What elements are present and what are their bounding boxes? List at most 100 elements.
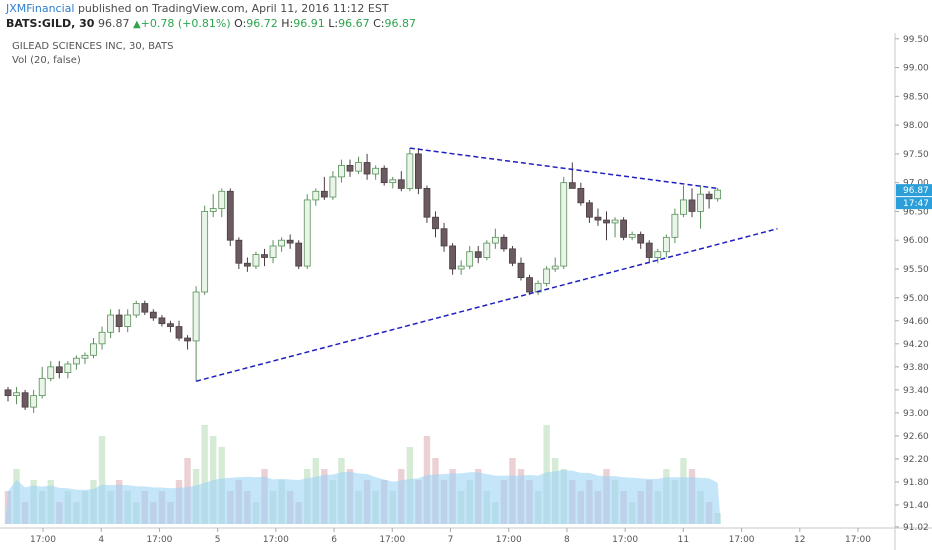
- candle-down: [235, 239, 243, 264]
- candle-down: [149, 311, 157, 319]
- candle-down: [320, 190, 328, 198]
- candle-down: [474, 251, 482, 258]
- countdown-badge: [896, 197, 932, 210]
- candle-down: [4, 389, 12, 397]
- close-label: C:: [373, 17, 385, 30]
- candle-down: [175, 326, 183, 339]
- candle-down: [705, 193, 713, 200]
- chart-frame[interactable]: 99.50 99.00 98.50 98.00 97.50 97.00 96.50 96.00…: [0, 33, 932, 550]
- y-tick-label: 93.80: [903, 363, 929, 373]
- candle-up: [671, 213, 679, 238]
- last-price-badge: [896, 184, 932, 197]
- candle-down: [261, 254, 268, 258]
- candle-down: [286, 239, 294, 244]
- x-tick-label: 7: [448, 535, 454, 545]
- y-tick-label: 94.60: [903, 317, 929, 327]
- candle-down: [115, 314, 123, 327]
- x-tick-label: 5: [215, 535, 221, 545]
- candle-up: [543, 268, 551, 284]
- candle-up: [64, 363, 72, 373]
- high-label: H:: [281, 17, 294, 30]
- x-tick-label: 4: [98, 535, 104, 545]
- candle-up: [338, 164, 345, 178]
- candle-down: [243, 262, 251, 267]
- candle-down: [688, 199, 696, 212]
- x-tick-label: 6: [331, 535, 337, 545]
- candle-down: [440, 228, 448, 247]
- candle-up: [466, 251, 474, 267]
- y-tick-label: 91.40: [903, 501, 929, 511]
- candle-up: [218, 190, 226, 209]
- y-tick-label: 97.50: [903, 150, 929, 160]
- candle-up: [628, 234, 636, 238]
- trendline-upper: [409, 147, 718, 190]
- candle-up: [90, 343, 97, 356]
- candle-down: [526, 277, 533, 293]
- low-label: L:: [328, 17, 339, 30]
- candle-up: [491, 236, 499, 244]
- candle-up: [697, 193, 704, 212]
- candle-up: [278, 239, 286, 247]
- candle-up: [81, 354, 89, 359]
- y-tick-label: 93.40: [903, 386, 929, 396]
- candle-down: [509, 248, 516, 264]
- candle-up: [483, 242, 491, 258]
- candle-down: [603, 219, 610, 224]
- candle-down: [226, 190, 234, 241]
- candle-up: [252, 254, 260, 267]
- x-tick-label: 17:00: [729, 535, 755, 545]
- candle-up: [13, 392, 20, 397]
- author-link[interactable]: JXMFinancial: [6, 2, 75, 15]
- symbol-label: BATS:GILD, 30: [6, 17, 95, 30]
- candle-down: [577, 188, 585, 204]
- y-tick-label: 96.50: [903, 207, 929, 217]
- candle-down: [432, 216, 439, 230]
- candle-up: [192, 291, 200, 342]
- candle-down: [158, 317, 166, 325]
- volume-bar: [98, 436, 106, 524]
- volume-bar: [201, 425, 208, 524]
- candle-up: [406, 153, 414, 189]
- x-tick-label: 12: [794, 535, 805, 545]
- candle-up: [355, 162, 362, 172]
- close-value: 96.87: [384, 17, 417, 30]
- candle-up: [654, 251, 662, 258]
- candle-down: [500, 236, 508, 250]
- candle-down: [568, 182, 576, 189]
- candle-down: [517, 262, 525, 279]
- y-tick-label: 96.00: [903, 236, 929, 246]
- x-tick-label: 11: [678, 535, 689, 545]
- candle-down: [620, 219, 627, 238]
- candle-down: [414, 153, 422, 189]
- countdown-badge-text: 17:47: [903, 199, 929, 209]
- low-value: 96.67: [338, 17, 370, 30]
- open-label: O:: [234, 17, 247, 30]
- candle-up: [329, 176, 337, 198]
- candle-down: [449, 245, 457, 270]
- candle-up: [303, 199, 311, 267]
- candle-up: [73, 357, 80, 365]
- candle-up: [107, 314, 114, 333]
- open-value: 96.72: [246, 17, 278, 30]
- y-tick-label: 92.60: [903, 432, 929, 442]
- candle-down: [594, 216, 602, 221]
- y-tick-label: 97.00: [903, 179, 929, 189]
- candle-down: [637, 234, 645, 244]
- last-price-badge-text: 96.87: [903, 186, 929, 196]
- candle-up: [98, 331, 106, 345]
- candle-up: [389, 179, 397, 184]
- candle-up: [269, 245, 277, 258]
- candle-down: [141, 303, 149, 313]
- x-tick-label: 17:00: [263, 535, 289, 545]
- y-tick-label: 98.00: [903, 121, 929, 131]
- y-tick-label: 98.50: [903, 92, 929, 102]
- candle-up: [132, 303, 140, 316]
- candle-up: [680, 199, 687, 215]
- candle-down: [645, 242, 653, 258]
- x-tick-label: 17:00: [379, 535, 405, 545]
- chart-legend-title: GILEAD SCIENCES INC, 30, BATS: [12, 41, 174, 52]
- candle-up: [312, 190, 320, 201]
- y-tick-label: 99.50: [903, 35, 929, 45]
- price-chart[interactable]: 99.50 99.00 98.50 98.00 97.50 97.00 96.50 96.00…: [0, 33, 932, 550]
- publisher-line: JXMFinancial published on TradingView.co…: [6, 2, 389, 15]
